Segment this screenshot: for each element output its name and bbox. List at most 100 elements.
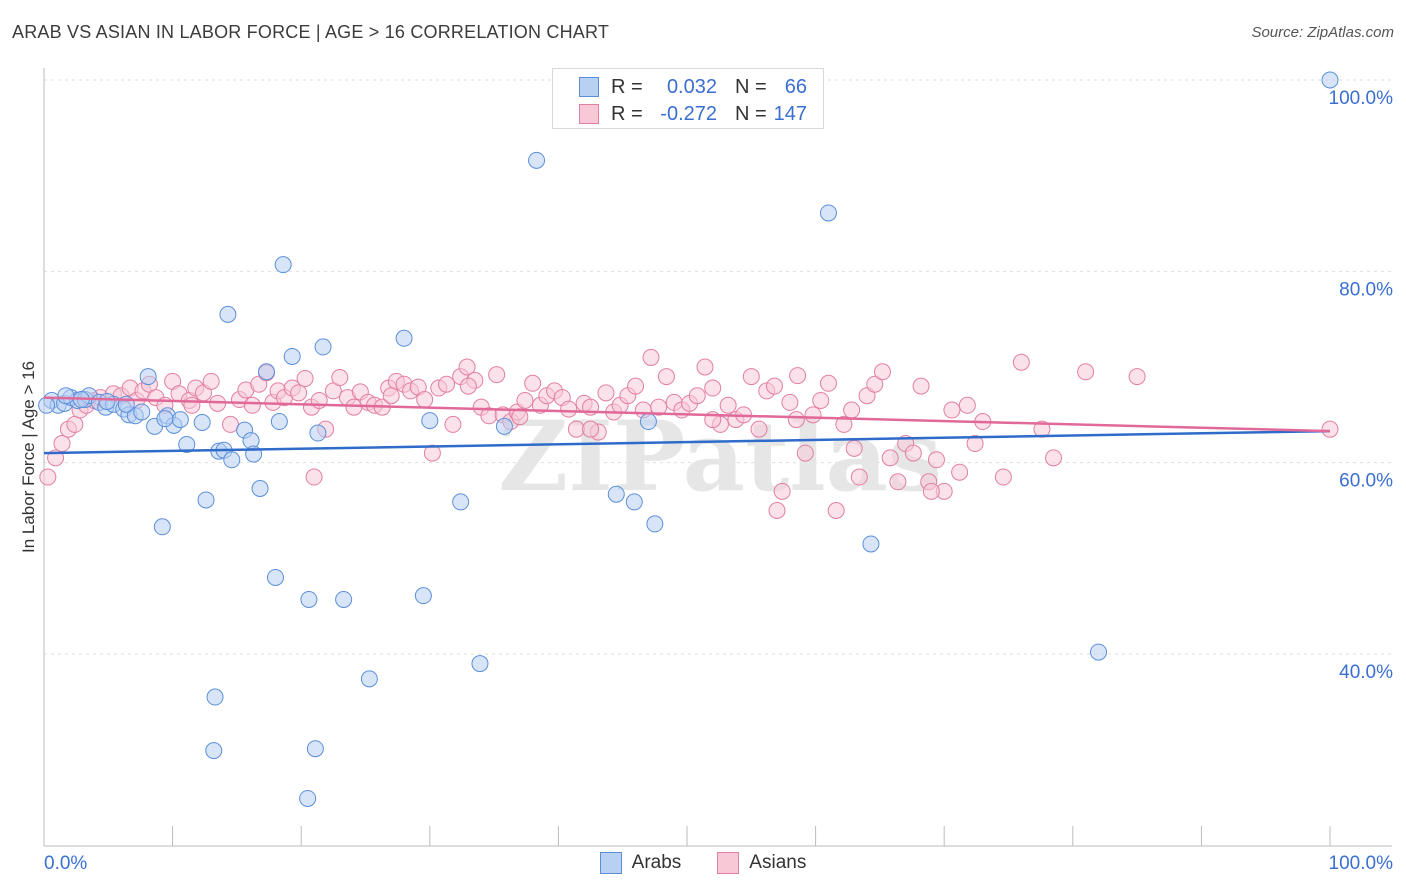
data-point — [471, 655, 489, 673]
data-point — [183, 396, 201, 414]
data-point — [516, 391, 534, 409]
data-point — [38, 396, 56, 414]
data-point — [1128, 368, 1146, 386]
data-point — [862, 535, 880, 553]
data-point — [335, 590, 353, 608]
data-point — [1321, 71, 1339, 89]
data-point — [625, 493, 643, 511]
legend-n-value: 66 — [784, 75, 807, 98]
trend-lines — [43, 396, 1331, 455]
data-point — [444, 415, 462, 433]
data-point — [488, 366, 506, 384]
data-point — [843, 401, 861, 419]
data-point — [306, 740, 324, 758]
legend-r-label: R = — [611, 102, 643, 125]
x-tick-labels: 0.0% 100.0% — [44, 853, 1393, 874]
data-point — [423, 444, 441, 462]
data-point — [98, 392, 116, 410]
legend-swatch-asians — [717, 852, 740, 874]
data-point — [873, 363, 891, 381]
data-point — [223, 451, 241, 469]
data-point — [206, 688, 224, 706]
data-point — [804, 406, 822, 424]
data-point — [688, 387, 706, 405]
legend-n-label: N = — [735, 102, 767, 125]
data-point — [866, 375, 884, 393]
data-point — [39, 468, 57, 486]
data-point — [345, 398, 363, 416]
data-point — [251, 479, 269, 497]
legend-swatch-arabs — [599, 852, 622, 874]
data-point — [607, 485, 625, 503]
data-point — [1045, 449, 1063, 467]
data-point — [528, 151, 546, 169]
data-point — [299, 789, 317, 807]
data-point — [567, 420, 585, 438]
data-point — [193, 413, 211, 431]
data-point — [627, 377, 645, 395]
data-point — [650, 398, 668, 416]
data-point — [943, 401, 961, 419]
data-point — [452, 493, 470, 511]
data-point — [382, 387, 400, 405]
data-point — [414, 587, 432, 605]
data-point — [819, 374, 837, 392]
data-point — [290, 384, 308, 402]
trend-line — [43, 396, 1331, 433]
data-point — [812, 391, 830, 409]
data-point — [958, 396, 976, 414]
legend-label-asians: Asians — [749, 852, 807, 873]
y-axis-label: In Labor Force | Age > 16 — [19, 360, 38, 554]
data-point — [296, 369, 314, 387]
y-tick-label: 40.0% — [1339, 662, 1393, 683]
data-point — [597, 384, 615, 402]
data-point — [657, 368, 675, 386]
data-point — [139, 368, 157, 386]
data-point — [994, 468, 1012, 486]
data-point — [889, 473, 907, 491]
data-point — [197, 491, 215, 509]
series-legend: Arabs Asians — [0, 852, 1406, 874]
data-point — [314, 338, 332, 356]
data-point — [416, 391, 434, 409]
data-point — [904, 444, 922, 462]
data-point — [524, 374, 542, 392]
correlation-legend: R = 0.032 N = 66 R = -0.272 N = 147 — [552, 68, 824, 129]
chart-title: ARAB VS ASIAN IN LABOR FORCE | AGE > 16 … — [12, 22, 610, 42]
data-point — [511, 408, 529, 426]
data-point — [309, 424, 327, 442]
legend-row-asians: R = -0.272 N = 147 — [579, 102, 807, 126]
data-point — [639, 413, 657, 431]
legend-r-value: -0.272 — [660, 102, 717, 125]
trend-line — [43, 429, 1331, 455]
data-point — [1321, 420, 1339, 438]
data-point — [696, 358, 714, 376]
legend-label-arabs: Arabs — [631, 852, 682, 873]
legend-swatch-arabs — [579, 77, 599, 97]
data-point — [178, 435, 196, 453]
data-point — [283, 347, 301, 365]
legend-item-arabs[interactable]: Arabs — [599, 852, 682, 874]
legend-item-asians[interactable]: Asians — [717, 852, 806, 874]
data-point — [781, 393, 799, 411]
data-point — [495, 417, 513, 435]
data-point — [257, 363, 275, 381]
data-point — [243, 396, 261, 414]
data-point — [421, 412, 439, 430]
x-tick-label: 0.0% — [44, 853, 87, 874]
data-point — [202, 372, 220, 390]
data-point — [789, 367, 807, 385]
data-point — [133, 403, 151, 421]
legend-r-label: R = — [611, 75, 643, 98]
data-point — [796, 444, 814, 462]
legend-row-arabs: R = 0.032 N = 66 — [579, 75, 807, 99]
data-point — [951, 463, 969, 481]
data-point — [458, 358, 476, 376]
data-point — [719, 396, 737, 414]
data-point — [300, 590, 318, 608]
data-point — [966, 435, 984, 453]
data-point — [750, 420, 768, 438]
legend-n-label: N = — [735, 75, 767, 98]
data-point — [66, 415, 84, 433]
data-point — [171, 411, 189, 429]
